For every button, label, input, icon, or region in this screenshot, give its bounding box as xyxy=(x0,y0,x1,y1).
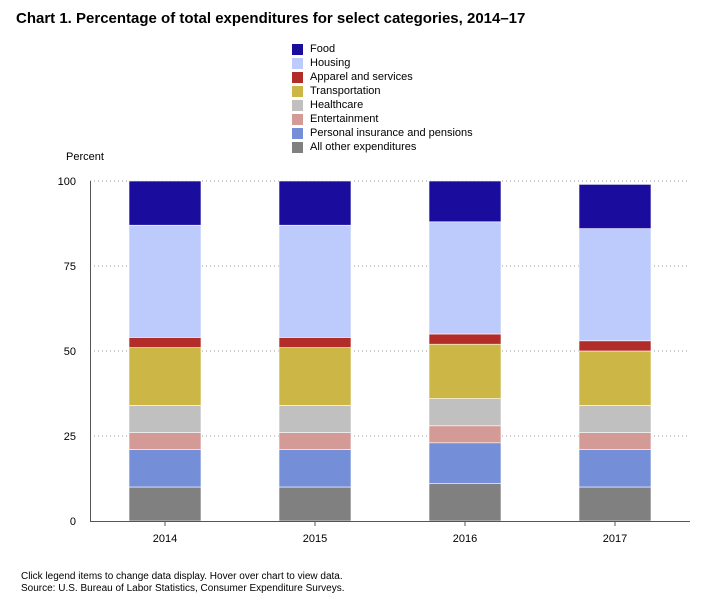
bar-healthcare-2015[interactable]: Healthcare, 2015: 8 xyxy=(278,405,352,433)
legend-item-entertainment[interactable]: Entertainment xyxy=(292,112,473,126)
bar-food-2016[interactable]: Food, 2016: 12 xyxy=(428,180,502,223)
legend-swatch xyxy=(292,113,303,125)
bar-housing-2015[interactable]: Housing, 2015: 33 xyxy=(278,224,352,338)
legend-label: Food xyxy=(310,43,336,55)
bar-transportation-2017[interactable]: Transportation, 2017: 16 xyxy=(578,350,652,406)
bar-healthcare-2016[interactable]: Healthcare, 2016: 8 xyxy=(428,398,502,427)
legend-swatch xyxy=(292,141,303,153)
chart-title: Chart 1. Percentage of total expenditure… xyxy=(16,10,526,27)
bar-all-other-expenditures-2014[interactable]: All other expenditures, 2014: 10 xyxy=(128,486,202,522)
bar-housing-2017[interactable]: Housing, 2017: 33 xyxy=(578,228,652,342)
bar-all-other-expenditures-2017[interactable]: All other expenditures, 2017: 10 xyxy=(578,486,652,522)
interaction-note: Click legend items to change data displa… xyxy=(21,571,343,582)
bar-entertainment-2017[interactable]: Entertainment, 2017: 5 xyxy=(578,432,652,450)
bar-personal-insurance-and-pensions-2014[interactable]: Personal insurance and pensions, 2014: 1… xyxy=(128,449,202,488)
legend-label: All other expenditures xyxy=(310,141,417,153)
bar-food-2014[interactable]: Food, 2014: 13 xyxy=(128,180,202,226)
y-tick-label: 100 xyxy=(58,176,76,188)
legend-label: Apparel and services xyxy=(310,71,413,83)
bars: All other expenditures, 2014: 10Personal… xyxy=(128,180,652,522)
y-tick-label: 25 xyxy=(64,431,76,443)
bar-housing-2014[interactable]: Housing, 2014: 33 xyxy=(128,224,202,338)
bar-entertainment-2015[interactable]: Entertainment, 2015: 5 xyxy=(278,432,352,450)
bar-healthcare-2014[interactable]: Healthcare, 2014: 8 xyxy=(128,405,202,433)
y-tick-label: 50 xyxy=(64,346,76,358)
bar-all-other-expenditures-2016[interactable]: All other expenditures, 2016: 11 xyxy=(428,483,502,522)
legend-label: Housing xyxy=(310,57,351,69)
bar-entertainment-2014[interactable]: Entertainment, 2014: 5 xyxy=(128,432,202,450)
x-tick-label: 2017 xyxy=(603,533,627,545)
bar-personal-insurance-and-pensions-2016[interactable]: Personal insurance and pensions, 2016: 1… xyxy=(428,442,502,484)
y-tick-label: 75 xyxy=(64,261,76,273)
legend-swatch xyxy=(292,99,303,111)
legend-item-all-other-expenditures[interactable]: All other expenditures xyxy=(292,140,473,154)
legend-item-food[interactable]: Food xyxy=(292,42,473,56)
legend-swatch xyxy=(292,43,303,55)
bar-apparel-and-services-2017[interactable]: Apparel and services, 2017: 3 xyxy=(578,340,652,352)
legend-label: Entertainment xyxy=(310,113,379,125)
legend-swatch xyxy=(292,71,303,83)
legend-label: Transportation xyxy=(310,85,381,97)
x-tick-label: 2016 xyxy=(453,533,477,545)
bar-healthcare-2017[interactable]: Healthcare, 2017: 8 xyxy=(578,405,652,433)
legend-item-personal-insurance-and-pensions[interactable]: Personal insurance and pensions xyxy=(292,126,473,140)
legend-swatch xyxy=(292,85,303,97)
legend-item-apparel-and-services[interactable]: Apparel and services xyxy=(292,70,473,84)
y-tick-label: 0 xyxy=(70,516,76,528)
legend-label: Personal insurance and pensions xyxy=(310,127,473,139)
bar-food-2015[interactable]: Food, 2015: 13 xyxy=(278,180,352,226)
bar-personal-insurance-and-pensions-2017[interactable]: Personal insurance and pensions, 2017: 1… xyxy=(578,449,652,488)
bar-apparel-and-services-2015[interactable]: Apparel and services, 2015: 3 xyxy=(278,337,352,348)
bar-housing-2016[interactable]: Housing, 2016: 33 xyxy=(428,221,502,335)
x-tick-label: 2015 xyxy=(303,533,327,545)
bar-all-other-expenditures-2015[interactable]: All other expenditures, 2015: 10 xyxy=(278,486,352,522)
legend: Food Housing Apparel and services Transport… xyxy=(292,42,473,154)
legend-swatch xyxy=(292,127,303,139)
legend-item-healthcare[interactable]: Healthcare xyxy=(292,98,473,112)
x-tick-label: 2014 xyxy=(153,533,177,545)
bar-transportation-2014[interactable]: Transportation, 2014: 17 xyxy=(128,347,202,406)
bar-personal-insurance-and-pensions-2015[interactable]: Personal insurance and pensions, 2015: 1… xyxy=(278,449,352,488)
bar-transportation-2015[interactable]: Transportation, 2015: 17 xyxy=(278,347,352,406)
bar-entertainment-2016[interactable]: Entertainment, 2016: 5 xyxy=(428,425,502,444)
bar-apparel-and-services-2016[interactable]: Apparel and services, 2016: 3 xyxy=(428,333,502,345)
legend-item-transportation[interactable]: Transportation xyxy=(292,84,473,98)
legend-label: Healthcare xyxy=(310,99,364,111)
source-note: Source: U.S. Bureau of Labor Statistics,… xyxy=(21,583,345,594)
legend-item-housing[interactable]: Housing xyxy=(292,56,473,70)
bar-transportation-2016[interactable]: Transportation, 2016: 16 xyxy=(428,343,502,399)
bar-apparel-and-services-2014[interactable]: Apparel and services, 2014: 3 xyxy=(128,337,202,348)
bar-food-2017[interactable]: Food, 2017: 13 xyxy=(578,184,652,229)
axes: 0 25 50 75 100 2014 2015 2016 2017 xyxy=(58,176,690,545)
y-axis-label: Percent xyxy=(66,151,104,163)
legend-swatch xyxy=(292,57,303,69)
